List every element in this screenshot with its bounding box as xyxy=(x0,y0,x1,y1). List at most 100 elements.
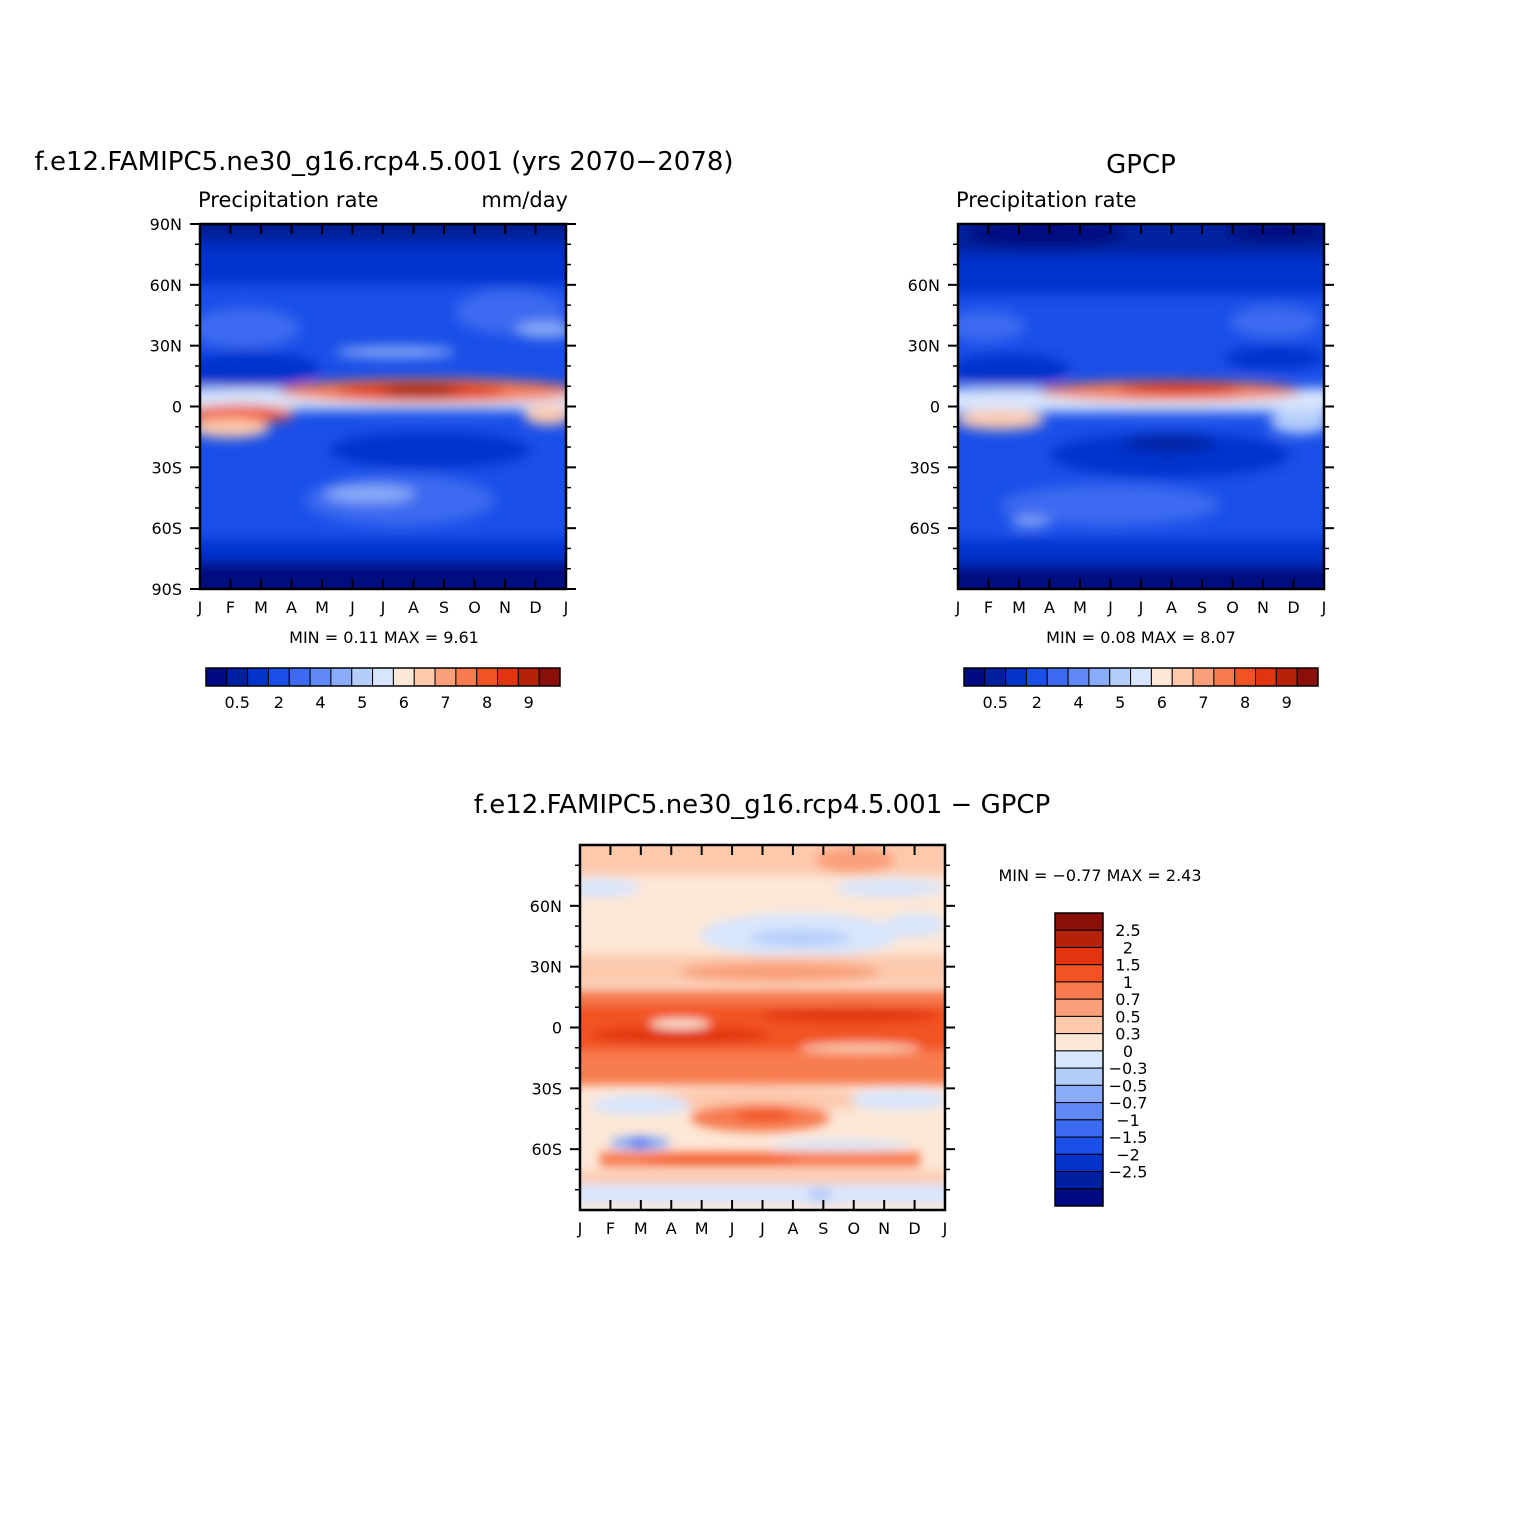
obs-xtick-label: J xyxy=(1138,598,1144,617)
obs-itcz-red xyxy=(1120,383,1240,395)
diff-colorbar-swatch xyxy=(1054,1188,1104,1207)
model-sh-itcz-pale xyxy=(200,418,270,438)
diff-panel: f.e12.FAMIPC5.ne30_g16.rcp4.5.001 − GPCP xyxy=(474,790,1202,1238)
diff-colorbar-label: −1 xyxy=(1116,1111,1140,1130)
diff-colorbar-label: 0.3 xyxy=(1115,1025,1140,1044)
diff-neg-60s-core xyxy=(630,1139,650,1147)
diff-tropics-hot-a xyxy=(590,1027,770,1043)
diff-colorbar-swatch xyxy=(1054,1171,1104,1190)
model-xtick-label: J xyxy=(349,598,355,617)
diff-min-max: MIN = −0.77 MAX = 2.43 xyxy=(998,866,1201,885)
obs-arctic-core xyxy=(965,224,1125,248)
diff-title: f.e12.FAMIPC5.ne30_g16.rcp4.5.001 − GPCP xyxy=(474,790,1051,820)
obs-ytick-label: 0 xyxy=(930,398,940,417)
diff-antarctic-neg-b xyxy=(808,1187,832,1203)
model-xtick-label: M xyxy=(254,598,268,617)
diff-colorbar-label: 1.5 xyxy=(1115,956,1140,975)
obs-colorbar-swatch xyxy=(1046,667,1069,687)
diff-neg-b xyxy=(835,879,945,897)
diff-colorbar-label: 0.5 xyxy=(1115,1007,1140,1026)
obs-colorbar-label: 0.5 xyxy=(983,693,1008,712)
diff-xtick-label: D xyxy=(908,1219,920,1238)
obs-xtick-label: J xyxy=(1321,598,1327,617)
obs-east-spcz xyxy=(1270,410,1324,434)
obs-colorbar-swatch xyxy=(1067,667,1090,687)
model-colorbar-label: 8 xyxy=(482,693,492,712)
diff-ytick-label: 60S xyxy=(531,1140,562,1159)
model-colorbar-label: 0.5 xyxy=(225,693,250,712)
diff-xtick-label: M xyxy=(695,1219,709,1238)
diff-colorbar-swatch xyxy=(1054,964,1104,983)
diff-south-hot-core xyxy=(735,1109,795,1121)
model-colorbar-swatch xyxy=(267,667,290,687)
diff-colorbar-swatch xyxy=(1054,946,1104,966)
diff-colorbar-swatch xyxy=(1054,1015,1104,1035)
diff-xtick-label: S xyxy=(818,1219,828,1238)
model-colorbar: 0.5 2 4 5 6 7 8 9 xyxy=(205,667,561,712)
diff-colorbar-swatch xyxy=(1054,1050,1104,1069)
obs-title: GPCP xyxy=(1106,150,1176,180)
diff-colorbar-label: −0.5 xyxy=(1109,1076,1148,1095)
model-south-mid-light xyxy=(325,485,415,503)
model-ytick-label: 60S xyxy=(151,519,182,538)
diff-colorbar-swatch xyxy=(1054,929,1104,948)
obs-xtick-label: N xyxy=(1257,598,1269,617)
obs-xtick-label: D xyxy=(1287,598,1299,617)
diff-mid-n-warm2 xyxy=(680,962,880,982)
model-south-trop xyxy=(330,432,530,468)
model-colorbar-swatch xyxy=(413,667,436,687)
diff-south-neg-b xyxy=(850,1090,945,1110)
obs-colorbar-label: 6 xyxy=(1157,693,1167,712)
obs-colorbar-swatch xyxy=(1213,667,1236,687)
obs-colorbar-swatch xyxy=(1025,667,1048,687)
diff-xtick-label: N xyxy=(878,1219,890,1238)
diff-xtick-label: J xyxy=(577,1219,583,1238)
obs-left-label: Precipitation rate xyxy=(956,188,1137,212)
model-colorbar-swatch xyxy=(205,667,228,687)
obs-ytick-label: 30S xyxy=(909,458,940,477)
diff-colorbar-label: −2.5 xyxy=(1109,1163,1148,1182)
obs-south-high xyxy=(958,540,1324,565)
model-colorbar-swatch xyxy=(309,667,332,687)
diff-antarctic-neg xyxy=(580,1184,945,1204)
obs-north-mid-b xyxy=(1230,306,1320,338)
diff-colorbar-label: −0.7 xyxy=(1109,1094,1148,1113)
diff-neg-a xyxy=(580,879,640,897)
obs-xtick-label: M xyxy=(1073,598,1087,617)
model-north-mid-c xyxy=(515,322,566,338)
diff-colorbar-label: 1 xyxy=(1123,973,1133,992)
obs-south-mid xyxy=(1000,485,1220,525)
diff-xtick-label: A xyxy=(787,1219,798,1238)
diff-colorbar-swatch xyxy=(1054,998,1104,1017)
diff-xtick-label: F xyxy=(606,1219,615,1238)
obs-colorbar-swatch xyxy=(1150,667,1173,687)
model-colorbar-swatch xyxy=(476,667,499,687)
diff-colorbar-swatch xyxy=(1054,1153,1104,1173)
model-colorbar-swatch xyxy=(538,667,561,687)
model-xtick-label: O xyxy=(468,598,481,617)
obs-xtick-label: S xyxy=(1197,598,1207,617)
model-xtick-label: S xyxy=(439,598,449,617)
obs-arctic-core2 xyxy=(1225,224,1324,242)
model-ytick-label: 0 xyxy=(172,398,182,417)
model-south-high xyxy=(200,540,566,562)
obs-field xyxy=(958,224,1324,589)
obs-colorbar-label: 8 xyxy=(1240,693,1250,712)
obs-xtick-label: F xyxy=(984,598,993,617)
diff-south-warm xyxy=(640,1088,880,1112)
diff-neg-60s-b xyxy=(770,1140,910,1150)
obs-colorbar-swatch xyxy=(1109,667,1132,687)
model-colorbar-swatch xyxy=(372,667,394,687)
diff-colorbar-label: 0 xyxy=(1123,1042,1133,1061)
diff-xtick-label: J xyxy=(942,1219,948,1238)
diff-colorbar-swatch xyxy=(1054,1102,1104,1121)
obs-xtick-label: J xyxy=(1107,598,1113,617)
diff-colorbar-label: 2 xyxy=(1123,938,1133,957)
diff-colorbar-swatch xyxy=(1054,912,1104,931)
diff-xtick-label: J xyxy=(729,1219,735,1238)
model-xtick-label: J xyxy=(380,598,386,617)
diff-colorbar-swatch xyxy=(1054,1067,1104,1086)
obs-subtrop-n-b xyxy=(1225,346,1324,370)
